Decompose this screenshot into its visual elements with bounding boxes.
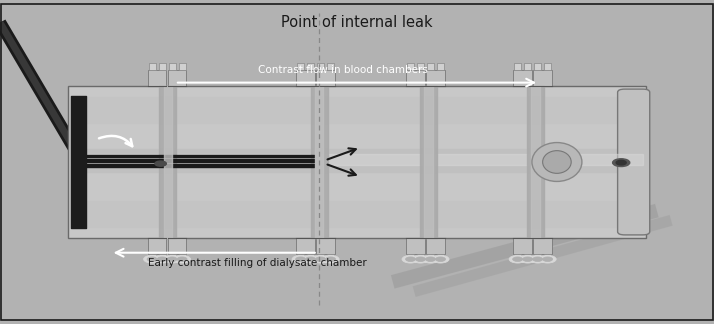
Bar bbox=[296, 238, 315, 254]
Circle shape bbox=[147, 257, 157, 261]
Bar bbox=[317, 63, 324, 70]
Bar bbox=[426, 70, 445, 86]
Bar bbox=[417, 254, 424, 261]
Ellipse shape bbox=[532, 143, 582, 181]
Ellipse shape bbox=[543, 151, 571, 173]
Bar bbox=[407, 254, 414, 261]
Bar bbox=[513, 238, 532, 254]
Text: Contrast flow in blood chambers: Contrast flow in blood chambers bbox=[258, 64, 428, 75]
Circle shape bbox=[164, 255, 181, 263]
Bar bbox=[297, 254, 304, 261]
Circle shape bbox=[529, 255, 546, 263]
Bar bbox=[544, 63, 551, 70]
Bar bbox=[427, 254, 434, 261]
Circle shape bbox=[432, 255, 449, 263]
Bar bbox=[327, 63, 334, 70]
Bar bbox=[426, 238, 445, 254]
Bar bbox=[427, 63, 434, 70]
Circle shape bbox=[406, 257, 416, 261]
Bar bbox=[178, 63, 186, 70]
Bar bbox=[307, 63, 314, 70]
Bar bbox=[168, 238, 186, 254]
Bar bbox=[437, 63, 444, 70]
Circle shape bbox=[436, 257, 446, 261]
Bar bbox=[407, 63, 414, 70]
Bar bbox=[534, 63, 541, 70]
Circle shape bbox=[326, 257, 336, 261]
Bar bbox=[307, 254, 314, 261]
Circle shape bbox=[412, 255, 429, 263]
Bar bbox=[148, 70, 166, 86]
Bar bbox=[169, 63, 176, 70]
Text: Early contrast filling of dialysate chamber: Early contrast filling of dialysate cham… bbox=[148, 258, 366, 268]
Bar bbox=[148, 238, 166, 254]
Bar bbox=[406, 70, 425, 86]
Circle shape bbox=[416, 257, 426, 261]
Circle shape bbox=[144, 255, 161, 263]
Circle shape bbox=[157, 257, 167, 261]
Bar bbox=[513, 70, 532, 86]
Bar bbox=[169, 254, 176, 261]
Circle shape bbox=[533, 257, 543, 261]
Circle shape bbox=[509, 255, 526, 263]
Bar bbox=[178, 254, 186, 261]
Circle shape bbox=[426, 257, 436, 261]
Bar bbox=[317, 254, 324, 261]
Bar bbox=[544, 254, 551, 261]
Bar bbox=[514, 63, 521, 70]
Circle shape bbox=[292, 255, 309, 263]
FancyBboxPatch shape bbox=[618, 89, 650, 235]
Circle shape bbox=[513, 257, 523, 261]
Circle shape bbox=[316, 257, 326, 261]
Circle shape bbox=[174, 255, 191, 263]
Bar bbox=[149, 254, 156, 261]
Bar bbox=[316, 70, 335, 86]
Circle shape bbox=[302, 255, 319, 263]
Circle shape bbox=[312, 255, 329, 263]
Bar bbox=[534, 254, 541, 261]
Circle shape bbox=[539, 255, 556, 263]
Circle shape bbox=[422, 255, 439, 263]
Bar bbox=[533, 238, 552, 254]
Circle shape bbox=[154, 255, 171, 263]
Circle shape bbox=[167, 257, 177, 261]
Circle shape bbox=[523, 257, 533, 261]
Circle shape bbox=[177, 257, 187, 261]
Circle shape bbox=[402, 255, 419, 263]
Text: Point of internal leak: Point of internal leak bbox=[281, 15, 433, 29]
Bar bbox=[297, 63, 304, 70]
Bar bbox=[149, 63, 156, 70]
Bar bbox=[168, 70, 186, 86]
Bar bbox=[159, 254, 166, 261]
Bar bbox=[417, 63, 424, 70]
Bar bbox=[316, 238, 335, 254]
Circle shape bbox=[322, 255, 339, 263]
Circle shape bbox=[519, 255, 536, 263]
Bar bbox=[296, 70, 315, 86]
Circle shape bbox=[306, 257, 316, 261]
Bar bbox=[68, 86, 646, 238]
Bar bbox=[524, 254, 531, 261]
Bar bbox=[533, 70, 552, 86]
Circle shape bbox=[155, 161, 166, 166]
Bar bbox=[159, 63, 166, 70]
Bar bbox=[514, 254, 521, 261]
Bar bbox=[406, 238, 425, 254]
Bar bbox=[524, 63, 531, 70]
Circle shape bbox=[296, 257, 306, 261]
Circle shape bbox=[613, 159, 630, 167]
Bar bbox=[437, 254, 444, 261]
Bar bbox=[327, 254, 334, 261]
Circle shape bbox=[616, 160, 626, 165]
Circle shape bbox=[543, 257, 553, 261]
